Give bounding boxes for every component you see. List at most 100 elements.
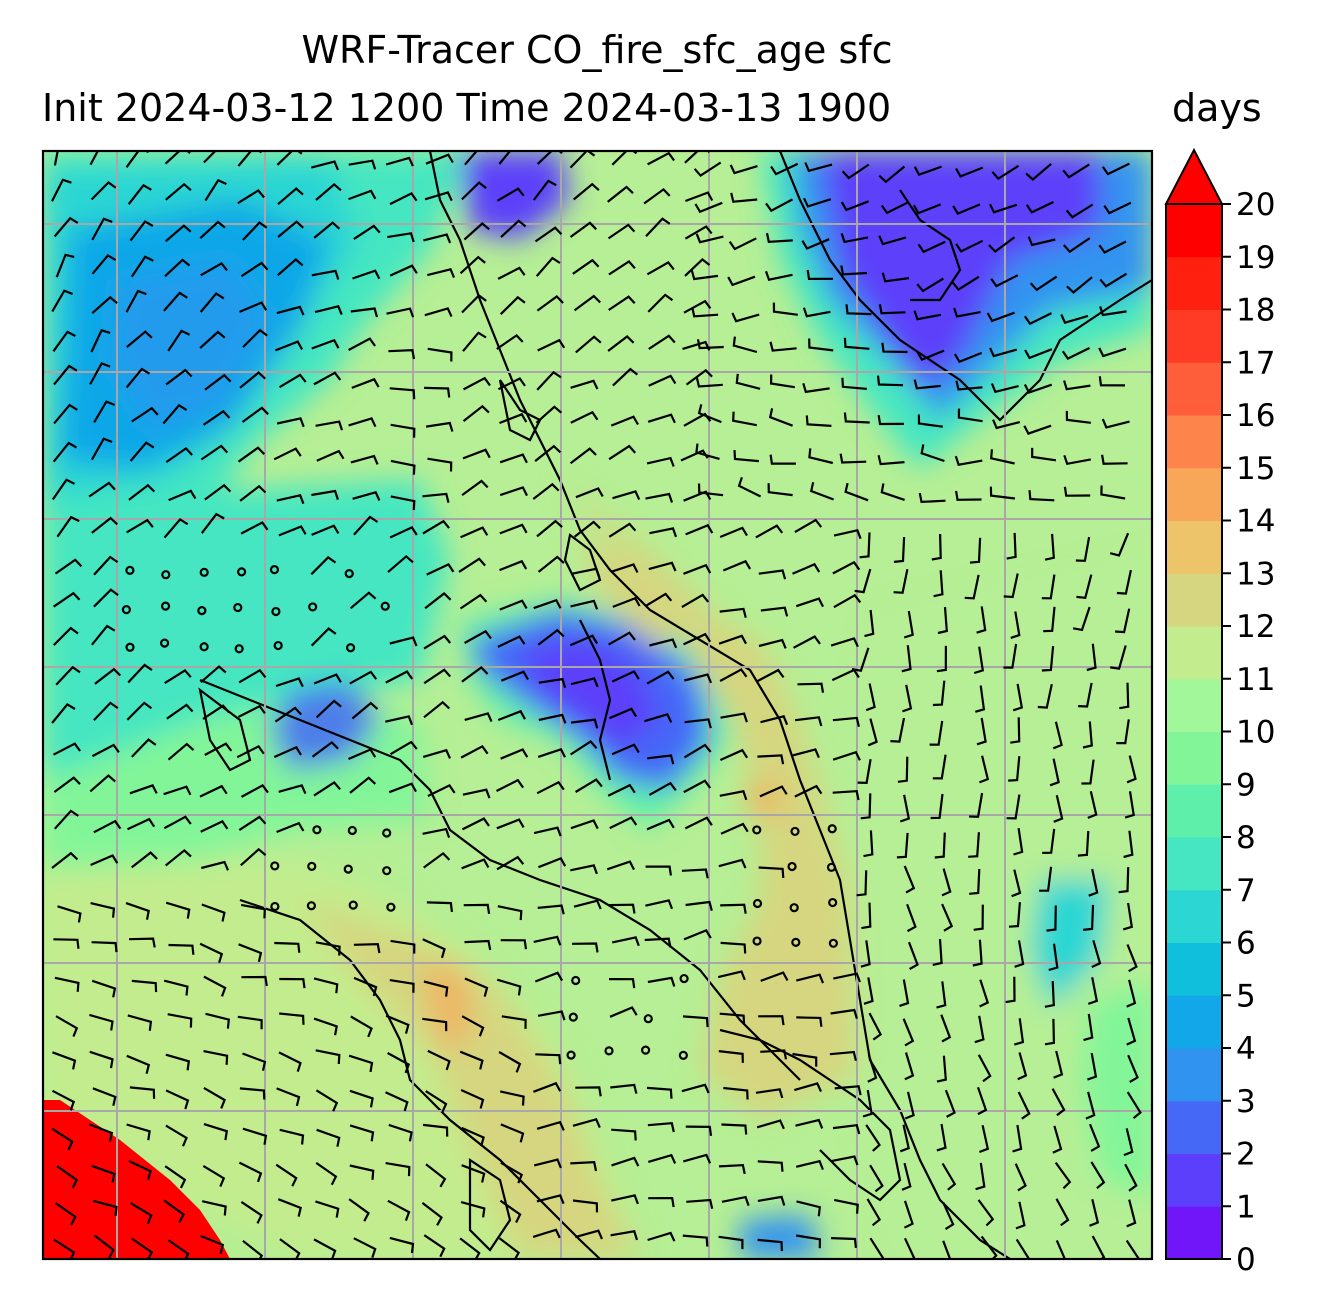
colorbar-band bbox=[1166, 678, 1222, 732]
wind-barb bbox=[91, 295, 118, 315]
wind-barb bbox=[385, 156, 414, 167]
wind-barb bbox=[163, 1199, 185, 1224]
wind-barb bbox=[569, 447, 597, 465]
wind-barb bbox=[90, 181, 117, 201]
wind-barb bbox=[876, 375, 904, 387]
wind-barb bbox=[165, 901, 191, 919]
wind-barb bbox=[350, 454, 379, 465]
wind-barb bbox=[51, 702, 76, 724]
wind-barb bbox=[1044, 533, 1055, 561]
wind-barb bbox=[89, 1123, 114, 1143]
latlon-grid bbox=[43, 151, 1152, 1259]
wind-barb bbox=[538, 713, 567, 724]
wind-barb bbox=[499, 295, 526, 315]
wind-barb bbox=[89, 151, 100, 166]
wind-barb bbox=[1063, 486, 1091, 497]
wind-barb bbox=[930, 793, 944, 820]
wind-barb bbox=[1099, 272, 1128, 288]
wind-barb bbox=[93, 819, 122, 834]
wind-barb bbox=[730, 192, 758, 203]
wind-barb bbox=[205, 1012, 230, 1029]
calm-wind-marker bbox=[568, 1012, 578, 1022]
wind-barb bbox=[644, 712, 673, 723]
wind-barb bbox=[684, 225, 713, 240]
calm-wind-marker bbox=[159, 638, 170, 648]
wind-barb bbox=[865, 1124, 881, 1152]
wind-barb bbox=[1072, 606, 1091, 632]
wind-barb bbox=[536, 295, 564, 312]
wind-barb bbox=[969, 868, 981, 895]
wind-barb bbox=[241, 406, 269, 423]
wind-barb bbox=[53, 809, 79, 830]
wind-barb bbox=[796, 973, 825, 984]
wind-barb bbox=[242, 1239, 264, 1259]
wind-barb bbox=[992, 419, 1021, 430]
wind-barb bbox=[957, 408, 983, 423]
wind-barb bbox=[606, 860, 635, 871]
colorbar-band bbox=[1166, 731, 1222, 785]
wind-barb bbox=[1126, 1199, 1137, 1228]
wind-barb bbox=[901, 645, 912, 673]
wind-barb bbox=[977, 1054, 992, 1083]
wind-barb bbox=[1044, 1018, 1056, 1046]
wind-barb bbox=[829, 1050, 857, 1061]
wind-barb bbox=[719, 748, 749, 762]
wind-barb bbox=[461, 858, 490, 870]
wind-barb bbox=[537, 1010, 566, 1021]
wind-barb bbox=[1123, 1128, 1134, 1157]
wind-barb bbox=[278, 784, 307, 795]
wind-barb bbox=[316, 1128, 341, 1147]
colorbar-tick-label: 10 bbox=[1236, 715, 1275, 751]
wind-barb bbox=[1053, 1050, 1064, 1079]
wind-barb bbox=[804, 162, 833, 173]
wind-barb bbox=[936, 645, 947, 673]
wind-barb bbox=[611, 936, 640, 947]
wind-barb bbox=[893, 537, 906, 563]
wind-barb bbox=[760, 606, 789, 617]
wind-barb bbox=[920, 444, 945, 463]
wind-barb bbox=[1098, 347, 1127, 358]
wind-barb bbox=[718, 1050, 744, 1063]
wind-barb bbox=[648, 1196, 675, 1208]
wind-barb bbox=[496, 778, 525, 792]
wind-barb bbox=[1124, 1163, 1138, 1192]
wind-barb bbox=[203, 1050, 229, 1065]
wind-barb bbox=[929, 720, 944, 746]
wind-barb bbox=[388, 782, 417, 794]
wind-barb bbox=[721, 1123, 748, 1135]
wind-barb bbox=[273, 447, 302, 461]
wind-barb bbox=[1013, 1018, 1025, 1046]
wind-barb bbox=[681, 868, 709, 879]
wind-barb bbox=[427, 1049, 451, 1071]
wind-barb bbox=[608, 522, 637, 538]
colorbar-units-label: days bbox=[1172, 86, 1262, 130]
calm-wind-marker bbox=[828, 938, 838, 948]
wind-barb bbox=[496, 187, 525, 202]
wind-barb bbox=[55, 665, 81, 686]
wind-barb bbox=[841, 377, 867, 390]
colorbar-band bbox=[1166, 1100, 1222, 1154]
wind-barb bbox=[55, 253, 75, 278]
wind-barb bbox=[770, 162, 799, 176]
calm-wind-marker bbox=[791, 937, 801, 947]
wind-barb bbox=[735, 373, 761, 390]
wind-barb bbox=[733, 450, 759, 463]
wind-barb bbox=[932, 939, 943, 966]
wind-barb bbox=[610, 415, 639, 427]
wind-barb bbox=[311, 740, 339, 758]
wind-barb bbox=[496, 333, 524, 350]
calm-wind-marker bbox=[270, 901, 280, 912]
wind-barb bbox=[423, 700, 451, 719]
wind-barb bbox=[462, 376, 491, 391]
colorbar-tick-label: 7 bbox=[1236, 873, 1256, 909]
wind-barb bbox=[880, 201, 909, 215]
wind-barb bbox=[573, 899, 602, 910]
wind-barb bbox=[720, 903, 747, 914]
calm-wind-marker bbox=[679, 973, 689, 984]
wind-barb bbox=[765, 198, 794, 213]
wind-barb bbox=[1017, 1091, 1031, 1120]
wind-barb bbox=[461, 1015, 485, 1037]
wind-barb bbox=[129, 937, 156, 948]
wind-barb bbox=[240, 1200, 263, 1224]
wind-barb bbox=[126, 1123, 151, 1141]
